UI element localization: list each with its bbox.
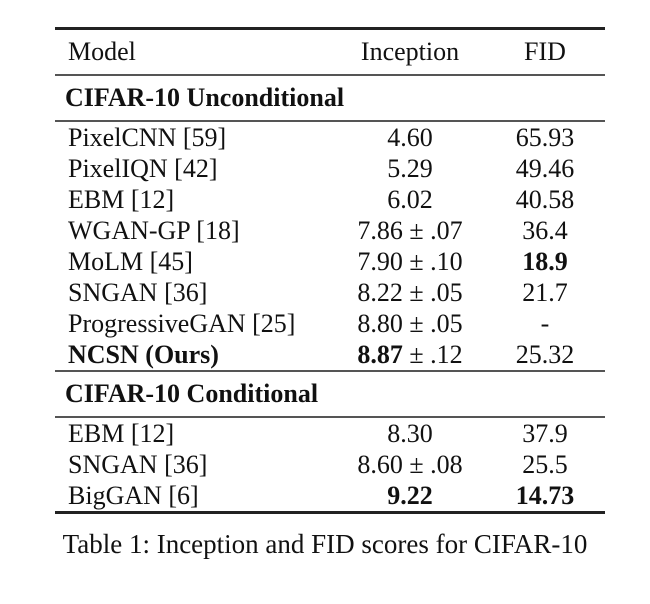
inception-cell: 8.22 ± .05 [357,278,463,307]
model-cell: EBM [12] [68,185,175,214]
column-header-fid: FID [524,37,566,66]
fid-cell: 25.5 [522,450,568,479]
fid-cell: 40.58 [515,185,575,214]
fid-cell: 18.9 [522,247,568,276]
model-cell: MoLM [45] [68,247,193,276]
table-row: PixelCNN [59] 4.60 65.93 [55,121,605,153]
table-caption: Table 1: Inception and FID scores for CI… [62,529,588,559]
table-figure: Model Inception FID CIFAR-10 Uncondition… [55,27,605,559]
column-header-model: Model [68,37,136,66]
section-0-rows: PixelCNN [59] 4.60 65.93 PixelIQN [42] 5.29 4… [55,121,605,371]
section-header-label: CIFAR-10 Unconditional [65,83,345,112]
results-table: Model Inception FID CIFAR-10 Uncondition… [55,27,605,514]
fid-cell: 49.46 [515,154,575,183]
model-cell: EBM [12] [68,419,175,448]
inception-cell: 8.60 ± .08 [357,450,463,479]
model-cell: BigGAN [6] [68,481,199,510]
fid-cell: 65.93 [515,123,575,152]
table-row: NCSN (Ours) 8.87 ± .12 25.32 [55,339,605,371]
table-row: EBM [12] 6.02 40.58 [55,184,605,215]
section-header-label: CIFAR-10 Conditional [65,379,319,408]
fid-cell: 21.7 [522,278,568,307]
inception-cell: 5.29 [387,154,433,183]
inception-bold-value: 9.22 [387,481,433,510]
inception-cell: 9.22 [335,480,485,513]
inception-cell: 6.02 [387,185,433,214]
column-header-inception: Inception [360,37,460,66]
table-row: PixelIQN [42] 5.29 49.46 [55,153,605,184]
section-1-header-block: CIFAR-10 Conditional [55,371,605,417]
inception-cell: 8.80 ± .05 [357,309,463,338]
model-cell: PixelIQN [42] [68,154,218,183]
inception-bold-value: 8.87 [357,340,403,369]
header-row: Model Inception FID [55,29,605,76]
table-row: WGAN-GP [18] 7.86 ± .07 36.4 [55,215,605,246]
inception-cell: 7.90 ± .10 [357,247,463,276]
inception-cell: 8.87 ± .12 [357,340,463,369]
inception-cell: 7.86 ± .07 [357,216,463,245]
model-cell: WGAN-GP [18] [68,216,240,245]
table-row: ProgressiveGAN [25] 8.80 ± .05 - [55,308,605,339]
inception-cell: 8.30 [387,419,433,448]
fid-cell: 14.73 [515,481,575,510]
table-row: MoLM [45] 7.90 ± .10 18.9 [55,246,605,277]
fid-cell: - [540,309,550,338]
table-row: SNGAN [36] 8.22 ± .05 21.7 [55,277,605,308]
inception-cell: 4.60 [387,123,433,152]
table-row: SNGAN [36] 8.60 ± .08 25.5 [55,449,605,480]
section-header-row: CIFAR-10 Conditional [55,371,605,417]
fid-cell: 25.32 [515,340,575,369]
section-header-row: CIFAR-10 Unconditional [55,75,605,121]
model-cell: SNGAN [36] [68,450,208,479]
section-1-rows: EBM [12] 8.30 37.9 SNGAN [36] 8.60 ± .08 25.5… [55,417,605,513]
model-cell: NCSN (Ours) [68,340,219,369]
table-row: EBM [12] 8.30 37.9 [55,417,605,449]
fid-cell: 36.4 [522,216,568,245]
model-cell: ProgressiveGAN [25] [68,309,296,338]
fid-cell: 37.9 [522,419,568,448]
table-row: BigGAN [6] 9.22 14.73 [55,480,605,513]
model-cell: PixelCNN [59] [68,123,227,152]
section-0-header-block: CIFAR-10 Unconditional [55,75,605,121]
table-header: Model Inception FID [55,28,605,76]
model-cell: SNGAN [36] [68,278,208,307]
